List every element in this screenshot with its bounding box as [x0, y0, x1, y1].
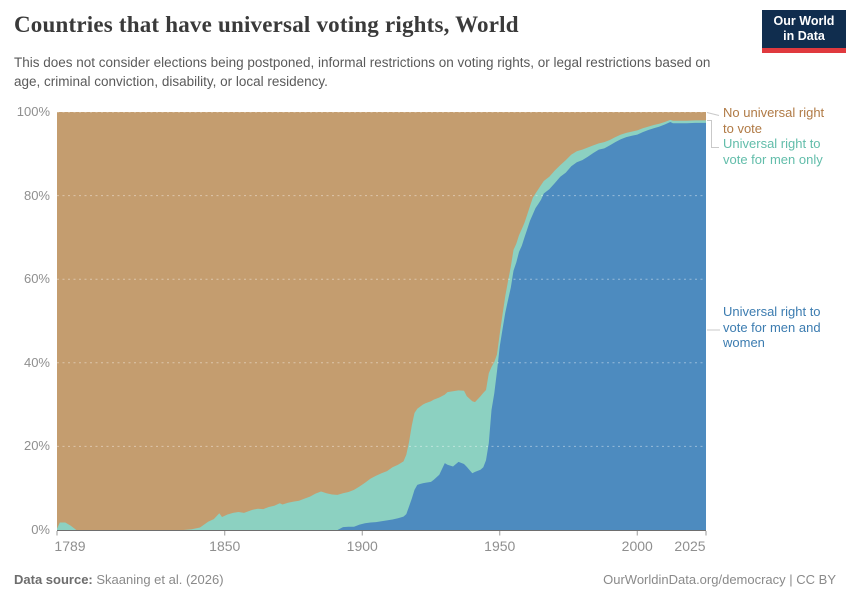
data-source: Data source: Skaaning et al. (2026) [14, 572, 224, 587]
owid-logo-line2: in Data [783, 29, 825, 43]
data-source-value: Skaaning et al. (2026) [92, 572, 224, 587]
y-tick-label-20: 20% [23, 438, 50, 454]
x-tick-label-1900: 1900 [346, 538, 378, 554]
legend-connector-no-universal-right [706, 112, 720, 116]
legend-men-only[interactable]: Universal right to vote for men only [723, 136, 823, 167]
y-tick-label-0: 0% [31, 522, 50, 537]
area-men-and-women[interactable] [57, 122, 706, 530]
owid-logo-box: Our World in Data [762, 10, 846, 48]
owid-logo-line1: Our World [773, 14, 835, 28]
x-tick-label-2000: 2000 [621, 538, 653, 554]
x-tick-label-1850: 1850 [209, 538, 241, 554]
legend-no-universal-right[interactable]: No universal right to vote [723, 105, 825, 136]
x-tick-label-2025: 2025 [674, 538, 706, 554]
owid-logo-stripe [762, 48, 846, 53]
y-tick-label-40: 40% [23, 354, 50, 370]
x-tick-label-1950: 1950 [484, 538, 516, 554]
owid-logo[interactable]: Our World in Data [762, 10, 846, 53]
attribution-link[interactable]: OurWorldinData.org/democracy | CC BY [603, 572, 836, 587]
chart-subtitle: This does not consider elections being p… [14, 55, 711, 89]
y-tick-label-60: 60% [23, 271, 50, 287]
y-tick-label-80: 80% [23, 187, 50, 203]
y-tick-label-100: 100% [16, 104, 50, 119]
legend-men-and-women[interactable]: Universal right to vote for men and wome… [723, 304, 821, 350]
legend-connector-men-only [707, 120, 719, 148]
data-source-label: Data source: [14, 572, 93, 587]
page-title: Countries that have universal voting rig… [14, 12, 519, 37]
x-tick-label-1789: 1789 [54, 538, 86, 554]
